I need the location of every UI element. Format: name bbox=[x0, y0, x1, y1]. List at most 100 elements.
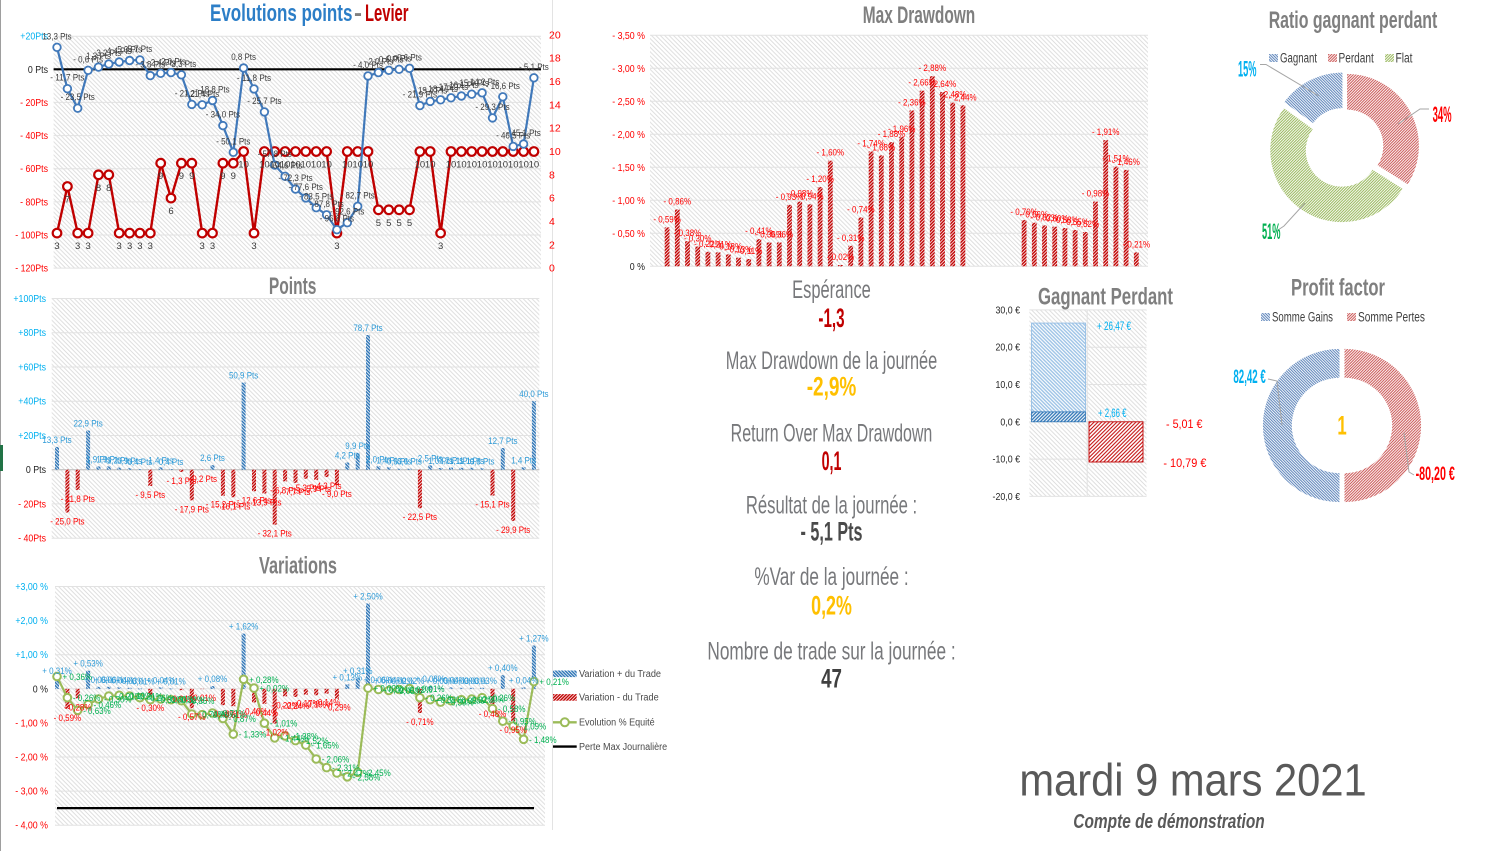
svg-text:- 0,02%: - 0,02% bbox=[405, 685, 433, 696]
svg-text:- 0,02%: - 0,02% bbox=[384, 685, 412, 696]
svg-text:Variation - du Trade: Variation - du Trade bbox=[579, 693, 659, 704]
svg-text:6: 6 bbox=[549, 193, 555, 205]
svg-text:- 0,01%: - 0,01% bbox=[188, 693, 216, 704]
svg-text:- 40Pts: - 40Pts bbox=[20, 130, 48, 142]
svg-text:- 0,22%: - 0,22% bbox=[694, 239, 722, 250]
svg-text:+ 0,01%: + 0,01% bbox=[125, 677, 155, 688]
svg-text:Perte Max Journalière: Perte Max Journalière bbox=[579, 742, 667, 753]
svg-text:5: 5 bbox=[376, 218, 381, 229]
svg-text:- 0,98%: - 0,98% bbox=[786, 189, 814, 200]
svg-text:+ 0,02%: + 0,02% bbox=[374, 684, 404, 695]
svg-text:Gagnant: Gagnant bbox=[1280, 51, 1317, 66]
svg-text:+ 0,04%: + 0,04% bbox=[104, 675, 134, 686]
svg-text:8: 8 bbox=[549, 169, 555, 181]
svg-text:- 21,2 Pts: - 21,2 Pts bbox=[175, 88, 209, 99]
svg-text:- 0,48%: - 0,48% bbox=[479, 709, 507, 720]
svg-text:- 1,74%: - 1,74% bbox=[857, 139, 885, 150]
svg-text:- 0,44%: - 0,44% bbox=[251, 708, 279, 719]
svg-text:- 0,19%: - 0,19% bbox=[125, 691, 153, 702]
svg-text:+ 0,08%: + 0,08% bbox=[415, 674, 445, 685]
svg-text:10,0 €: 10,0 € bbox=[996, 379, 1021, 391]
svg-text:1,1 Pts: 1,1 Pts bbox=[459, 456, 484, 467]
svg-text:- 9,5 Pts: - 9,5 Pts bbox=[135, 490, 165, 501]
svg-text:- 29,9 Pts: - 29,9 Pts bbox=[496, 525, 530, 536]
svg-text:- 2,50 %: - 2,50 % bbox=[612, 96, 645, 108]
svg-text:- 0,28%: - 0,28% bbox=[64, 702, 92, 713]
svg-text:Return Over Max Drawdown: Return Over Max Drawdown bbox=[731, 420, 933, 447]
svg-text:- 0,36%: - 0,36% bbox=[755, 230, 783, 241]
svg-text:+ 0,31%: + 0,31% bbox=[343, 666, 373, 677]
svg-text:3: 3 bbox=[200, 241, 205, 252]
svg-text:Somme Pertes: Somme Pertes bbox=[1358, 310, 1425, 325]
svg-text:- 0,58%: - 0,58% bbox=[498, 704, 526, 715]
svg-text:- 5,1 Pts: - 5,1 Pts bbox=[519, 62, 549, 73]
svg-text:0,6 Pts: 0,6 Pts bbox=[397, 52, 422, 63]
svg-text:+ 0,06%: + 0,06% bbox=[84, 675, 114, 686]
svg-text:- 0,70%: - 0,70% bbox=[1010, 207, 1038, 218]
svg-text:- 0,95%: - 0,95% bbox=[508, 717, 536, 728]
svg-text:40,0 Pts: 40,0 Pts bbox=[519, 389, 549, 400]
svg-text:- 0,11%: - 0,11% bbox=[735, 246, 763, 257]
svg-text:- 1,52%: - 1,52% bbox=[301, 736, 329, 747]
svg-text:1,9 Pts: 1,9 Pts bbox=[86, 454, 111, 465]
svg-text:2: 2 bbox=[549, 239, 555, 251]
svg-text:10: 10 bbox=[321, 160, 332, 171]
svg-text:+ 0,01%: + 0,01% bbox=[156, 677, 186, 688]
svg-text:- 2,06%: - 2,06% bbox=[322, 755, 350, 766]
svg-text:20,0 €: 20,0 € bbox=[996, 342, 1021, 354]
svg-text:1,4 Pts: 1,4 Pts bbox=[511, 455, 536, 466]
svg-text:16: 16 bbox=[549, 76, 561, 88]
svg-text:- 5,9 Pts: - 5,9 Pts bbox=[301, 484, 331, 495]
svg-text:- 1,91%: - 1,91% bbox=[1092, 127, 1120, 138]
svg-text:Perdant: Perdant bbox=[1339, 51, 1374, 66]
svg-text:+ 2,66 €: + 2,66 € bbox=[1098, 406, 1127, 420]
svg-text:51%: 51% bbox=[1262, 219, 1281, 244]
svg-text:- 3,00 %: - 3,00 % bbox=[612, 63, 645, 75]
svg-text:7: 7 bbox=[65, 195, 70, 206]
svg-text:- 60Pts: - 60Pts bbox=[20, 163, 48, 175]
svg-text:- 50,1 Pts: - 50,1 Pts bbox=[216, 136, 250, 147]
svg-text:1,9 Pts: 1,9 Pts bbox=[96, 454, 121, 465]
svg-text:- 2,66%: - 2,66% bbox=[908, 78, 936, 89]
svg-text:- 77,6 Pts: - 77,6 Pts bbox=[289, 182, 323, 193]
svg-text:0 %: 0 % bbox=[630, 261, 645, 273]
svg-text:10: 10 bbox=[425, 160, 436, 171]
svg-text:+ 0,28%: + 0,28% bbox=[249, 675, 279, 686]
svg-text:12,7 Pts: 12,7 Pts bbox=[488, 436, 518, 447]
svg-text:+ 0,13%: + 0,13% bbox=[333, 672, 363, 683]
svg-text:- 0,93%: - 0,93% bbox=[776, 192, 804, 203]
svg-text:- 0,32%: - 0,32% bbox=[177, 695, 205, 706]
svg-text:- 2,36%: - 2,36% bbox=[898, 98, 926, 109]
svg-text:+2,00 %: +2,00 % bbox=[15, 615, 48, 627]
svg-text:+ 0,36%: + 0,36% bbox=[63, 672, 93, 683]
svg-text:10: 10 bbox=[466, 160, 477, 171]
svg-text:- 0,59%: - 0,59% bbox=[653, 214, 681, 225]
svg-text:3: 3 bbox=[137, 241, 142, 252]
svg-text:- 25,7 Pts: - 25,7 Pts bbox=[247, 96, 281, 107]
svg-text:50,9 Pts: 50,9 Pts bbox=[229, 371, 259, 382]
svg-text:- 18,4 Pts: - 18,4 Pts bbox=[424, 84, 458, 95]
svg-text:0 %: 0 % bbox=[33, 683, 48, 695]
svg-text:- 2,44%: - 2,44% bbox=[949, 92, 977, 103]
svg-text:- 0,74%: - 0,74% bbox=[847, 205, 875, 216]
svg-text:- 20Pts: - 20Pts bbox=[20, 97, 48, 109]
svg-text:- 17,9 Pts: - 17,9 Pts bbox=[175, 504, 209, 515]
svg-text:- 82,7 Pts: - 82,7 Pts bbox=[341, 190, 375, 201]
svg-text:- 0,35%: - 0,35% bbox=[187, 696, 215, 707]
svg-text:9: 9 bbox=[158, 171, 163, 182]
svg-text:4,4 Pts: 4,4 Pts bbox=[107, 46, 132, 57]
svg-text:- 0,21%: - 0,21% bbox=[135, 692, 163, 703]
svg-text:- 2,47%: - 2,47% bbox=[342, 769, 370, 780]
svg-text:- 0,76%: - 0,76% bbox=[208, 710, 236, 721]
svg-text:- 0,6 Pts: - 0,6 Pts bbox=[73, 54, 103, 65]
svg-text:- 0,71%: - 0,71% bbox=[406, 717, 434, 728]
svg-text:- 0,60%: - 0,60% bbox=[1041, 214, 1069, 225]
svg-text:- 0,55%: - 0,55% bbox=[1061, 217, 1089, 228]
svg-text:3: 3 bbox=[334, 241, 339, 252]
svg-text:- 15,0 Pts: - 15,0 Pts bbox=[455, 78, 489, 89]
svg-text:- 1,96%: - 1,96% bbox=[888, 124, 916, 135]
svg-text:- 0,18%: - 0,18% bbox=[715, 241, 743, 252]
svg-text:Ratio gagnant perdant: Ratio gagnant perdant bbox=[1269, 7, 1438, 34]
svg-text:0,4 Pts: 0,4 Pts bbox=[128, 457, 153, 468]
svg-text:+100Pts: +100Pts bbox=[13, 293, 46, 305]
